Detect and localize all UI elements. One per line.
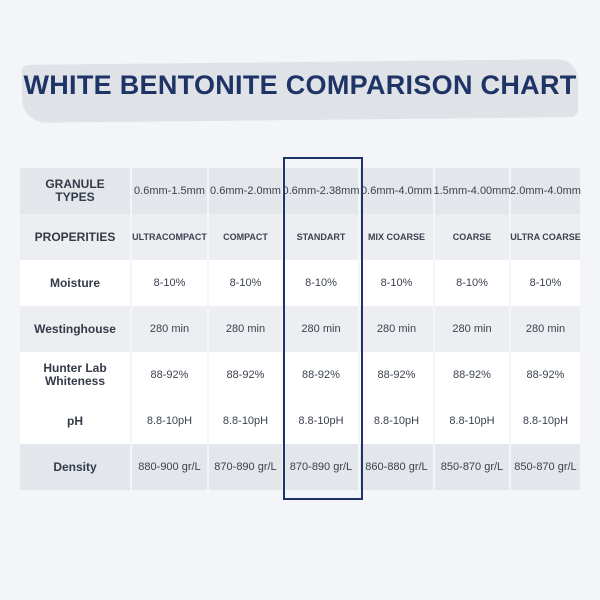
cell: 280 min xyxy=(132,306,207,352)
cell: 88-92% xyxy=(209,352,282,398)
row-label: Moisture xyxy=(20,260,130,306)
cell: 88-92% xyxy=(435,352,509,398)
cell: 850-870 gr/L xyxy=(511,444,580,490)
cell: 88-92% xyxy=(360,352,433,398)
cell: 280 min xyxy=(435,306,509,352)
column-header: 0.6mm-1.5mm xyxy=(132,168,207,214)
cell: 8.8-10pH xyxy=(132,398,207,444)
cell: 8.8-10pH xyxy=(511,398,580,444)
column-header: 2.0mm-4.0mm xyxy=(510,168,581,214)
cell: 8.8-10pH xyxy=(360,398,433,444)
cell: 8-10% xyxy=(435,260,509,306)
cell: 8-10% xyxy=(284,260,358,306)
cell: ULTRACOMPACT xyxy=(132,214,207,260)
cell: 8.8-10pH xyxy=(284,398,358,444)
cell: 280 min xyxy=(511,306,580,352)
cell: 280 min xyxy=(360,306,433,352)
row-label: Westinghouse xyxy=(20,306,130,352)
row-label: pH xyxy=(20,398,130,444)
cell: 8-10% xyxy=(209,260,282,306)
cell: COARSE xyxy=(435,214,509,260)
title: WHITE BENTONITE COMPARISON CHART xyxy=(23,70,577,100)
cell: ULTRA COARSE xyxy=(510,214,581,260)
cell: 88-92% xyxy=(511,352,580,398)
cell: 8-10% xyxy=(511,260,580,306)
cell: 8-10% xyxy=(360,260,433,306)
cell: 88-92% xyxy=(132,352,207,398)
cell: 850-870 gr/L xyxy=(435,444,509,490)
column-highlight xyxy=(283,157,363,500)
row-label: PROPERITIES xyxy=(20,214,130,260)
cell: STANDART xyxy=(284,214,358,260)
column-header: 1.5mm-4.00mm xyxy=(433,168,511,214)
row-label: Density xyxy=(20,444,130,490)
cell: 8.8-10pH xyxy=(435,398,509,444)
cell: 8.8-10pH xyxy=(209,398,282,444)
column-header: 0.6mm-2.38mm xyxy=(282,168,360,214)
cell: 860-880 gr/L xyxy=(360,444,433,490)
cell: MIX COARSE xyxy=(360,214,433,260)
column-header: 0.6mm-2.0mm xyxy=(209,168,282,214)
cell: 880-900 gr/L xyxy=(132,444,207,490)
cell: 870-890 gr/L xyxy=(284,444,358,490)
cell: 870-890 gr/L xyxy=(209,444,282,490)
cell: 280 min xyxy=(209,306,282,352)
cell: 88-92% xyxy=(284,352,358,398)
column-header: 0.6mm-4.0mm xyxy=(360,168,433,214)
row-label: GRANULE TYPES xyxy=(20,168,130,214)
row-label: Hunter Lab Whiteness xyxy=(20,352,130,398)
cell: 280 min xyxy=(284,306,358,352)
comparison-table: GRANULE TYPES 0.6mm-1.5mm 0.6mm-2.0mm 0.6mm… xyxy=(20,168,581,490)
cell: 8-10% xyxy=(132,260,207,306)
cell: COMPACT xyxy=(209,214,282,260)
